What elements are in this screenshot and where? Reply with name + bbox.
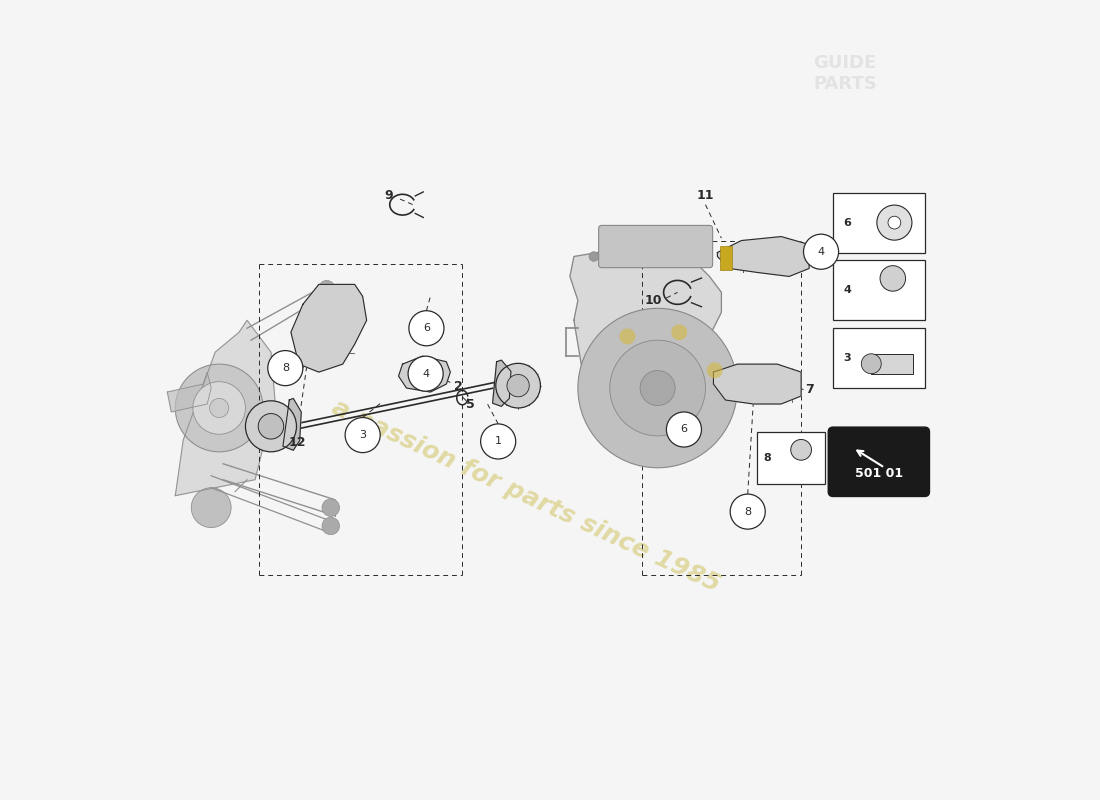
Circle shape (861, 354, 881, 374)
Polygon shape (167, 372, 211, 412)
Circle shape (267, 350, 303, 386)
FancyBboxPatch shape (598, 226, 713, 268)
Circle shape (496, 363, 540, 408)
Circle shape (322, 499, 340, 516)
Bar (719, 246, 732, 270)
Text: 4: 4 (422, 369, 429, 378)
Circle shape (507, 374, 529, 397)
Circle shape (605, 252, 615, 262)
Circle shape (880, 266, 905, 291)
Text: 9: 9 (385, 189, 394, 202)
Text: 4: 4 (844, 286, 851, 295)
Polygon shape (714, 364, 801, 404)
Bar (833, 193, 925, 253)
Circle shape (578, 308, 737, 468)
Text: 6: 6 (844, 218, 851, 228)
Polygon shape (290, 285, 366, 372)
Text: 6: 6 (681, 425, 688, 434)
Polygon shape (283, 398, 301, 450)
Circle shape (652, 252, 662, 262)
Text: 5: 5 (466, 398, 475, 411)
Circle shape (791, 439, 812, 460)
Circle shape (409, 310, 444, 346)
Circle shape (191, 488, 231, 527)
Text: 3: 3 (844, 353, 851, 363)
Text: 8: 8 (282, 363, 289, 373)
Text: 3: 3 (360, 430, 366, 440)
Bar (833, 261, 925, 320)
Circle shape (621, 252, 630, 262)
Circle shape (669, 252, 679, 262)
Text: 2: 2 (454, 380, 463, 393)
Circle shape (609, 340, 705, 436)
Circle shape (877, 205, 912, 240)
Text: 10: 10 (645, 294, 662, 307)
Text: 7: 7 (805, 383, 814, 396)
Polygon shape (570, 249, 722, 440)
Circle shape (481, 424, 516, 459)
Text: 12: 12 (288, 436, 306, 449)
Text: 4: 4 (817, 246, 825, 257)
Text: 11: 11 (696, 189, 714, 202)
Circle shape (637, 252, 647, 262)
Text: 6: 6 (422, 323, 430, 334)
Circle shape (319, 281, 334, 296)
FancyBboxPatch shape (828, 427, 929, 497)
Text: a passion for parts since 1985: a passion for parts since 1985 (328, 395, 724, 597)
Circle shape (667, 412, 702, 447)
Text: 501 01: 501 01 (855, 466, 903, 480)
Circle shape (888, 216, 901, 229)
Polygon shape (398, 356, 450, 392)
Circle shape (701, 252, 711, 262)
Circle shape (322, 517, 340, 534)
Circle shape (345, 418, 381, 453)
Polygon shape (493, 360, 510, 406)
Bar (757, 432, 825, 484)
Circle shape (245, 401, 297, 452)
Circle shape (192, 382, 245, 434)
Circle shape (730, 494, 766, 529)
Circle shape (803, 234, 838, 270)
Circle shape (640, 370, 675, 406)
Circle shape (258, 414, 284, 439)
Circle shape (671, 324, 688, 340)
Circle shape (707, 362, 723, 378)
Polygon shape (175, 320, 275, 496)
Text: 8: 8 (744, 506, 751, 517)
Text: 1: 1 (495, 437, 502, 446)
Circle shape (590, 252, 598, 262)
Circle shape (619, 329, 636, 345)
Circle shape (210, 398, 229, 418)
Text: 8: 8 (763, 453, 771, 462)
Bar (871, 354, 913, 374)
Circle shape (175, 364, 263, 452)
Circle shape (408, 356, 443, 391)
Circle shape (684, 252, 694, 262)
Bar (833, 328, 925, 388)
Polygon shape (717, 237, 810, 277)
Text: GUIDE
PARTS: GUIDE PARTS (813, 54, 877, 93)
